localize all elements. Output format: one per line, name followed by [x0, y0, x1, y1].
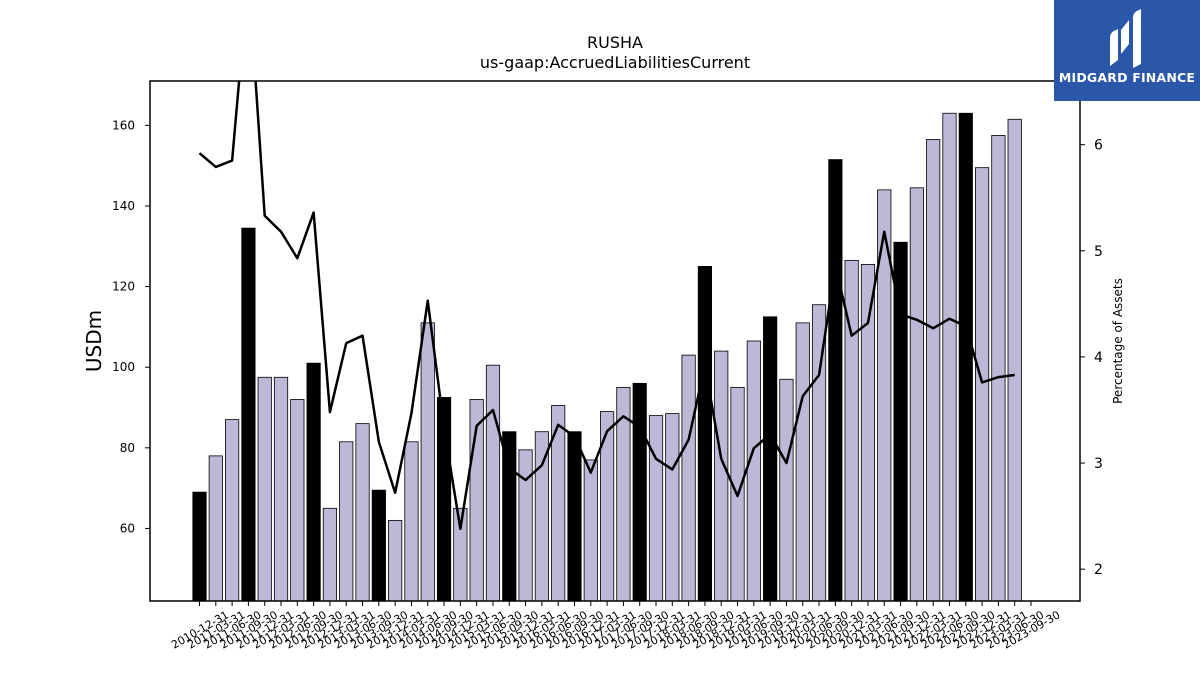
- bar: [1007, 118, 1022, 601]
- y2-axis-label: Percentage of Assets: [1111, 278, 1125, 404]
- bar: [583, 459, 598, 601]
- bar: [551, 405, 566, 601]
- y2-tick-label: 4: [1094, 350, 1103, 366]
- chart-title: RUSHA: [587, 33, 643, 52]
- bar: [502, 431, 517, 601]
- bar: [404, 441, 419, 601]
- bar: [257, 376, 272, 601]
- bar: [241, 227, 256, 601]
- bar: [453, 507, 468, 601]
- bar: [926, 139, 941, 601]
- bar: [273, 376, 289, 601]
- bar: [991, 135, 1006, 601]
- y-tick-label: 160: [112, 118, 135, 132]
- y-tick-label: 60: [120, 521, 135, 535]
- y-axis-label: USDm: [82, 310, 106, 372]
- y2-tick-label: 2: [1094, 562, 1103, 578]
- bar: [208, 455, 223, 601]
- bar: [518, 449, 533, 601]
- bar: [192, 491, 207, 601]
- bar: [290, 399, 305, 601]
- bar: [681, 354, 696, 601]
- y2-tick-label: 6: [1094, 138, 1103, 154]
- bar-series: [192, 112, 1022, 601]
- y2-tick-label: 3: [1094, 456, 1103, 472]
- bar: [942, 112, 957, 601]
- bar: [828, 159, 843, 601]
- bar: [632, 382, 647, 601]
- bar: [746, 340, 761, 601]
- y-tick-label: 120: [112, 280, 135, 294]
- chart-subtitle: us-gaap:AccruedLiabilitiesCurrent: [480, 53, 750, 72]
- logo-text: MIDGARD FINANCE: [1058, 70, 1196, 85]
- bar: [567, 431, 582, 601]
- bar: [225, 419, 240, 601]
- x-axis: 2010-12-312011-03-312011-06-302011-09-30…: [169, 601, 1063, 652]
- plot-frame: [149, 80, 1081, 602]
- bar: [534, 431, 549, 601]
- y2-tick-label: 5: [1094, 244, 1103, 260]
- bar: [909, 187, 924, 601]
- bar: [600, 411, 615, 601]
- bar: [958, 112, 973, 601]
- bar: [975, 167, 990, 601]
- percentage-line-series: [198, 81, 1015, 531]
- y-axis-left: 60 80 100 120 140 160: [112, 118, 150, 535]
- bar: [763, 316, 778, 601]
- bar: [648, 415, 664, 601]
- bar: [355, 423, 370, 601]
- brand-logo: MIDGARD FINANCE: [1054, 0, 1200, 101]
- bar: [322, 507, 338, 601]
- bar: [306, 362, 321, 601]
- bar: [697, 266, 713, 601]
- bar: [860, 264, 876, 601]
- bar: [877, 189, 892, 601]
- bar: [893, 241, 908, 601]
- bar: [388, 519, 403, 601]
- bar: [339, 441, 354, 601]
- bar: [714, 350, 729, 601]
- y-tick-label: 100: [112, 360, 135, 374]
- bar: [795, 322, 810, 601]
- bar: [485, 364, 501, 601]
- percentage-line: [198, 81, 1015, 531]
- y-tick-label: 140: [112, 199, 135, 213]
- bar: [371, 489, 386, 601]
- bar: [665, 413, 680, 601]
- bar: [844, 259, 859, 601]
- y-tick-label: 80: [120, 441, 135, 455]
- y-axis-right: 2 3 4 5 6: [1080, 138, 1103, 578]
- bar: [779, 378, 794, 601]
- logo-mark-icon: [1110, 9, 1141, 68]
- bar: [420, 322, 435, 601]
